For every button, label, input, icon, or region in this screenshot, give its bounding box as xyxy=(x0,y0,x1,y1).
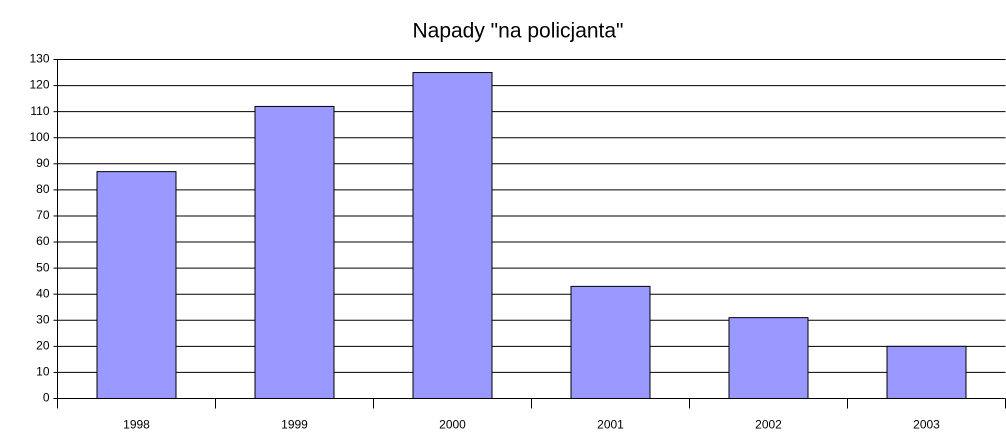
bar xyxy=(886,345,967,400)
x-tick-label: 2000 xyxy=(439,418,466,432)
y-tick-label: 50 xyxy=(36,260,50,274)
y-tick-label: 60 xyxy=(36,234,50,248)
x-tick-label: 2003 xyxy=(913,418,940,432)
bar xyxy=(570,285,651,399)
y-tick-label: 90 xyxy=(36,156,50,170)
y-tick-label: 10 xyxy=(36,365,50,379)
x-tick-label: 2001 xyxy=(597,418,624,432)
y-tick-label: 20 xyxy=(36,339,50,353)
y-tick-label: 80 xyxy=(36,182,50,196)
y-tick-label: 0 xyxy=(43,391,50,405)
chart-title: Napady "na policjanta" xyxy=(412,20,623,43)
y-tick-label: 100 xyxy=(29,130,49,144)
bar xyxy=(412,72,493,400)
y-tick-label: 110 xyxy=(30,104,49,118)
bar xyxy=(254,105,335,399)
y-tick-label: 40 xyxy=(36,286,50,300)
y-tick-label: 130 xyxy=(29,52,49,66)
bar xyxy=(728,317,809,399)
x-tick-label: 2002 xyxy=(755,418,782,432)
bar xyxy=(96,171,177,399)
x-tick-label: 1999 xyxy=(281,418,308,432)
y-tick-label: 120 xyxy=(29,78,49,92)
x-tick-label: 1998 xyxy=(123,418,150,432)
y-tick-label: 30 xyxy=(36,312,50,326)
y-tick-label: 70 xyxy=(36,208,50,222)
